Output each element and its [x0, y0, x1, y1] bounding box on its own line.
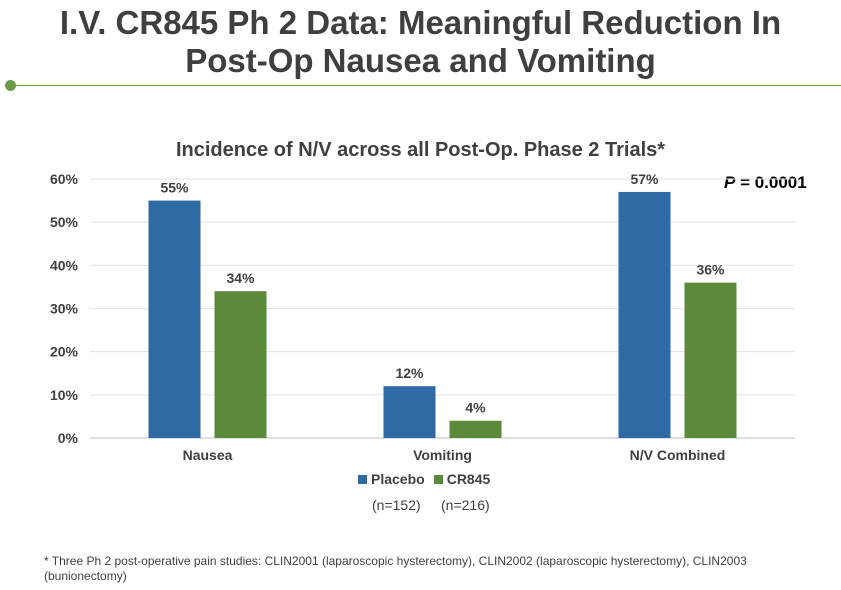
data-label: 4% [465, 400, 486, 416]
chart-title: Incidence of N/V across all Post-Op. Pha… [175, 139, 666, 161]
bar-placebo-vomiting [383, 386, 436, 438]
y-tick-label: 60% [50, 171, 79, 187]
legend-item-cr845: CR845 [433, 471, 491, 487]
y-tick-label: 30% [50, 301, 79, 317]
bar-cr845-vomiting [449, 420, 502, 438]
slide-title-line1: I.V. CR845 Ph 2 Data: Meaningful Reducti… [59, 4, 782, 41]
legend-swatch-placebo [358, 474, 367, 484]
legend-n-placebo: (n=152) [372, 497, 421, 513]
title-divider [10, 85, 841, 86]
y-tick-label: 20% [50, 344, 79, 360]
legend-item-placebo: Placebo [358, 471, 425, 487]
y-tick-label: 10% [50, 387, 79, 403]
y-tick-label: 50% [50, 214, 79, 230]
data-label: 12% [395, 365, 424, 381]
slide-title-line2: Post-Op Nausea and Vomiting [185, 42, 656, 79]
p-value-number: = 0.0001 [735, 173, 807, 192]
bar-cr845-nausea [214, 291, 267, 438]
y-tick-label: 0% [58, 430, 79, 446]
bar-cr845-n-v-combined [684, 282, 737, 438]
legend-n-cr845: (n=216) [441, 497, 490, 513]
data-label: 34% [226, 270, 255, 286]
legend-label-cr845: CR845 [446, 471, 491, 487]
chart-legend: Placebo CR845 (n=152) (n=216) [358, 471, 491, 513]
footnote: * Three Ph 2 post-operative pain studies… [44, 554, 747, 583]
p-value-annotation: P = 0.0001 [724, 173, 807, 193]
y-tick-label: 40% [50, 257, 79, 273]
title-divider-dot [5, 80, 16, 91]
x-category-label: Nausea [183, 447, 233, 463]
data-label: 57% [630, 171, 659, 187]
p-symbol: P [724, 173, 736, 192]
data-label: 55% [160, 180, 189, 196]
legend-label-placebo: Placebo [371, 471, 425, 487]
bar-placebo-nausea [148, 200, 201, 438]
bar-placebo-n-v-combined [618, 191, 671, 438]
legend-swatch-cr845 [433, 474, 443, 484]
slide-title: I.V. CR845 Ph 2 Data: Meaningful Reducti… [0, 4, 841, 80]
x-category-label: N/V Combined [630, 447, 726, 463]
data-label: 36% [696, 262, 725, 278]
x-category-label: Vomiting [413, 447, 472, 463]
bar-chart: 0% 10% 20% 30% 40% 50% 60% 55% 34% Nausea 12% 4% Vom… [50, 171, 795, 463]
